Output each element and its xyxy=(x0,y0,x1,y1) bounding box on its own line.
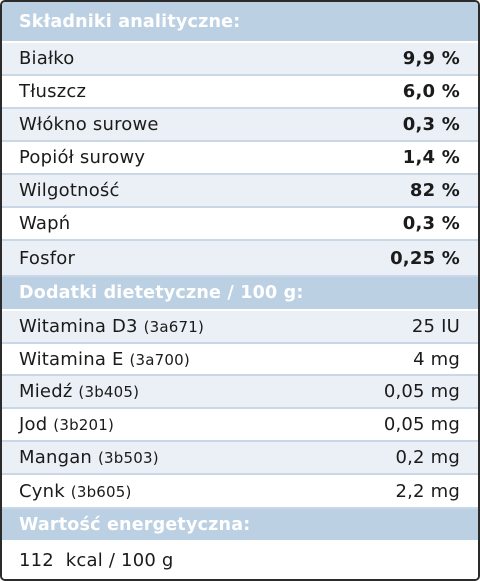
table-row: Miedź (3b405) 0,05 mg xyxy=(2,376,478,409)
row-label: Mangan (3b503) xyxy=(19,447,159,468)
table-row: Witamina D3 (3a671) 25 IU xyxy=(2,311,478,344)
row-label: Włókno surowe xyxy=(19,114,159,135)
section-title-energy: Wartość energetyczna: xyxy=(19,514,251,535)
row-label: Wapń xyxy=(19,213,71,234)
additive-code: (3a700) xyxy=(129,350,190,369)
row-label: Wilgotność xyxy=(19,180,120,201)
row-value: 6,0 % xyxy=(402,81,460,102)
row-value: 0,05 mg xyxy=(383,414,460,435)
section-header-energy: Wartość energetyczna: xyxy=(2,509,478,542)
section-title-additives: Dodatki dietetyczne / 100 g: xyxy=(19,283,304,303)
row-value: 0,05 mg xyxy=(383,381,460,402)
row-value: 9,9 % xyxy=(402,48,460,69)
row-label: Fosfor xyxy=(19,247,76,269)
row-value: 2,2 mg xyxy=(395,480,460,502)
row-label: Popiół surowy xyxy=(19,147,146,168)
table-row: Wilgotność 82 % xyxy=(2,175,478,208)
section-header-additives: Dodatki dietetyczne / 100 g: xyxy=(2,277,478,311)
energy-value: 112 kcal / 100 g xyxy=(19,550,174,571)
additive-code: (3b605) xyxy=(70,482,132,501)
row-value: 0,3 % xyxy=(402,114,460,135)
row-value: 25 IU xyxy=(411,316,460,337)
additive-code: (3b201) xyxy=(53,416,115,434)
row-label: Witamina E (3a700) xyxy=(19,348,190,370)
row-label: Białko xyxy=(19,48,75,69)
table-row: Mangan (3b503) 0,2 mg xyxy=(2,442,478,475)
row-value: 0,2 mg xyxy=(395,447,460,468)
table-row: Białko 9,9 % xyxy=(2,43,478,76)
table-row: Włókno surowe 0,3 % xyxy=(2,109,478,142)
table-row: Cynk (3b605) 2,2 mg xyxy=(2,475,478,509)
additive-code: (3b503) xyxy=(97,449,159,467)
table-row: Popiół surowy 1,4 % xyxy=(2,142,478,175)
row-value: 1,4 % xyxy=(402,147,460,168)
table-row: Fosfor 0,25 % xyxy=(2,241,478,277)
row-value: 4 mg xyxy=(413,348,460,370)
row-label: Tłuszcz xyxy=(19,81,87,102)
table-row: Witamina E (3a700) 4 mg xyxy=(2,344,478,376)
section-header-analytical: Składniki analityczne: xyxy=(2,2,478,43)
row-label: Miedź (3b405) xyxy=(19,381,140,402)
energy-row: 112 kcal / 100 g xyxy=(2,542,478,579)
row-value: 0,25 % xyxy=(390,247,460,269)
table-row: Wapń 0,3 % xyxy=(2,208,478,241)
row-value: 82 % xyxy=(409,180,460,201)
row-value: 0,3 % xyxy=(402,213,460,234)
row-label: Jod (3b201) xyxy=(19,414,115,435)
row-label: Cynk (3b605) xyxy=(19,480,132,502)
additive-code: (3a671) xyxy=(143,318,205,336)
section-title-analytical: Składniki analityczne: xyxy=(19,11,241,32)
row-label: Witamina D3 (3a671) xyxy=(19,316,205,337)
table-row: Tłuszcz 6,0 % xyxy=(2,76,478,109)
additive-code: (3b405) xyxy=(78,383,140,401)
table-row: Jod (3b201) 0,05 mg xyxy=(2,409,478,442)
